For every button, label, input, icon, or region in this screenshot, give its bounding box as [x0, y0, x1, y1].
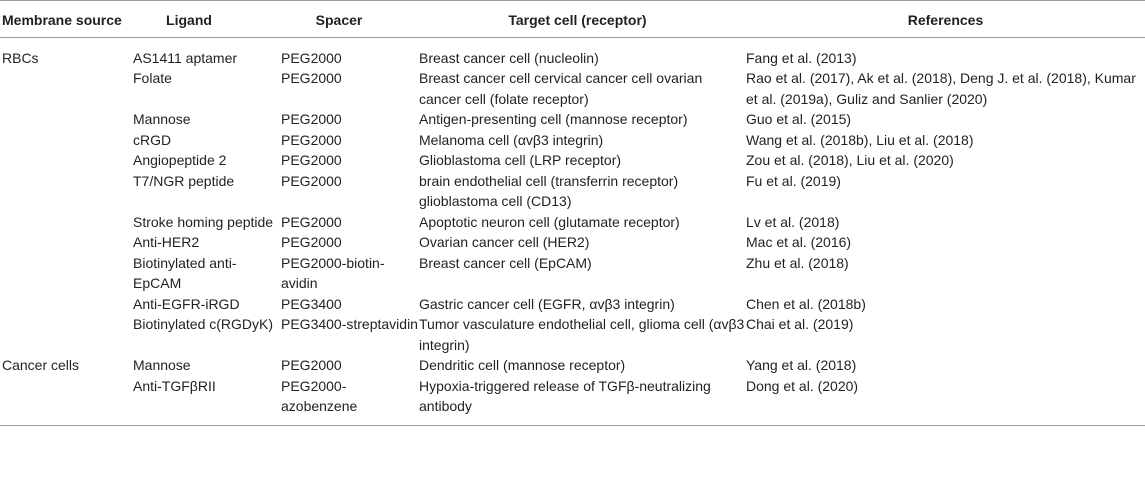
cell-spacer: PEG2000 [281, 152, 342, 168]
cell-spacer: PEG3400 [281, 295, 342, 312]
header-target-cell: Target cell (receptor) [419, 0, 746, 38]
cell-membrane-source [0, 130, 133, 151]
table-row: Cancer cells Mannose PEG2000 Dendritic cell… [0, 355, 1145, 376]
cell-references: Fu et al. (2019) [746, 172, 841, 189]
cell-references: Chai et al. (2019) [746, 316, 854, 332]
cell-references: Zou et al. (2018), Liu et al. (2020) [746, 152, 954, 168]
cell-membrane-source [0, 150, 133, 171]
cell-spacer: PEG2000 [281, 70, 342, 86]
table-body: RBCs AS1411 aptamer PEG2000 Breast cancer c… [0, 37, 1145, 425]
cell-references: Mac et al. (2016) [746, 234, 852, 250]
cell-references: Yang et al. (2018) [746, 357, 857, 373]
cell-references: Lv et al. (2018) [746, 213, 840, 230]
cell-references: Wang et al. (2018b), Liu et al. (2018) [746, 131, 974, 148]
cell-ligand: Mannose [133, 111, 191, 127]
cell-ligand: Angiopeptide 2 [133, 152, 227, 168]
cell-spacer: PEG2000 [281, 357, 342, 373]
table-header: Membrane source Ligand Spacer Target cel… [0, 0, 1145, 38]
cell-membrane-source: RBCs [2, 49, 39, 66]
table-row: T7/NGR peptide PEG2000 brain endothelial c… [0, 171, 1145, 212]
table-row: Biotinylated c(RGDyK) PEG3400-streptavidi… [0, 314, 1145, 355]
cell-target: Breast cancer cell (EpCAM) [419, 254, 592, 271]
cell-spacer: PEG2000 [281, 111, 342, 127]
header-row: Membrane source Ligand Spacer Target cel… [0, 0, 1145, 38]
table-row: cRGD PEG2000 Melanoma cell (αvβ3 integrin)… [0, 130, 1145, 151]
cell-spacer: PEG2000 [281, 213, 342, 230]
cell-target: Dendritic cell (mannose receptor) [419, 357, 626, 373]
cell-references: Guo et al. (2015) [746, 111, 852, 127]
cell-references: Zhu et al. (2018) [746, 254, 849, 271]
cell-references: Fang et al. (2013) [746, 49, 857, 66]
table-row: RBCs AS1411 aptamer PEG2000 Breast cancer c… [0, 37, 1145, 68]
cell-target: Breast cancer cell (nucleolin) [419, 49, 599, 66]
cell-membrane-source [0, 109, 133, 130]
cell-references: Rao et al. (2017), Ak et al. (2018), Den… [746, 70, 1136, 107]
cell-references: Chen et al. (2018b) [746, 295, 866, 312]
table-row: Biotinylated anti-EpCAM PEG2000-biotin-av… [0, 253, 1145, 294]
cell-target: Ovarian cancer cell (HER2) [419, 234, 590, 250]
table-row: Mannose PEG2000 Antigen-presenting cell (m… [0, 109, 1145, 130]
cell-membrane-source [0, 232, 133, 253]
table-row: Stroke homing peptide PEG2000 Apoptotic ne… [0, 212, 1145, 233]
table-row: Folate PEG2000 Breast cancer cell cervical… [0, 68, 1145, 109]
cell-ligand: T7/NGR peptide [133, 172, 235, 189]
cell-ligand: cRGD [133, 131, 172, 148]
cell-target: Antigen-presenting cell (mannose recepto… [419, 111, 688, 127]
cell-membrane-source [0, 212, 133, 233]
cell-ligand: Anti-HER2 [133, 234, 200, 250]
cell-target: Melanoma cell (αvβ3 integrin) [419, 131, 604, 148]
cell-spacer: PEG2000-azobenzene [281, 377, 358, 415]
cell-target: Glioblastoma cell (LRP receptor) [419, 152, 622, 168]
cell-ligand: AS1411 aptamer [133, 49, 238, 66]
table-row: Anti-HER2 PEG2000 Ovarian cancer cell (HER… [0, 232, 1145, 253]
cell-membrane-source: Cancer cells [2, 357, 80, 373]
cell-spacer: PEG2000 [281, 49, 342, 66]
table-row: Angiopeptide 2 PEG2000 Glioblastoma cell (… [0, 150, 1145, 171]
cell-spacer: PEG2000 [281, 234, 342, 250]
cell-membrane-source [0, 376, 133, 426]
header-membrane-source: Membrane source [0, 0, 133, 38]
cell-spacer: PEG3400-streptavidin [281, 316, 418, 332]
cell-membrane-source [0, 253, 133, 294]
cell-membrane-source [0, 294, 133, 315]
header-references: References [746, 0, 1145, 38]
cell-target: Apoptotic neuron cell (glutamate recepto… [419, 213, 680, 230]
cell-ligand: Folate [133, 70, 172, 86]
cell-ligand: Anti-TGFβRII [133, 377, 216, 394]
ligand-table: Membrane source Ligand Spacer Target cel… [0, 0, 1145, 426]
cell-ligand: Mannose [133, 357, 191, 373]
cell-target: Hypoxia-triggered release of TGFβ-neutra… [419, 377, 711, 415]
cell-spacer: PEG2000 [281, 131, 342, 148]
cell-ligand: Anti-EGFR-iRGD [133, 295, 240, 312]
table-row: Anti-EGFR-iRGD PEG3400 Gastric cancer cell… [0, 294, 1145, 315]
cell-membrane-source [0, 68, 133, 109]
cell-membrane-source [0, 171, 133, 212]
header-ligand: Ligand [133, 0, 281, 38]
cell-spacer: PEG2000-biotin-avidin [281, 254, 385, 292]
cell-ligand: Biotinylated anti-EpCAM [133, 254, 237, 292]
cell-references: Dong et al. (2020) [746, 377, 859, 394]
cell-ligand: Biotinylated c(RGDyK) [133, 316, 274, 332]
table-row: Anti-TGFβRII PEG2000-azobenzene Hypoxia-tr… [0, 376, 1145, 426]
cell-spacer: PEG2000 [281, 172, 342, 189]
header-spacer: Spacer [281, 0, 419, 38]
cell-target: Gastric cancer cell (EGFR, αvβ3 integrin… [419, 295, 675, 312]
cell-ligand: Stroke homing peptide [133, 213, 274, 230]
cell-target: Tumor vasculature endothelial cell, glio… [419, 316, 745, 353]
cell-target: brain endothelial cell (transferrin rece… [419, 172, 679, 210]
cell-target: Breast cancer cell cervical cancer cell … [419, 70, 703, 107]
cell-membrane-source [0, 314, 133, 355]
